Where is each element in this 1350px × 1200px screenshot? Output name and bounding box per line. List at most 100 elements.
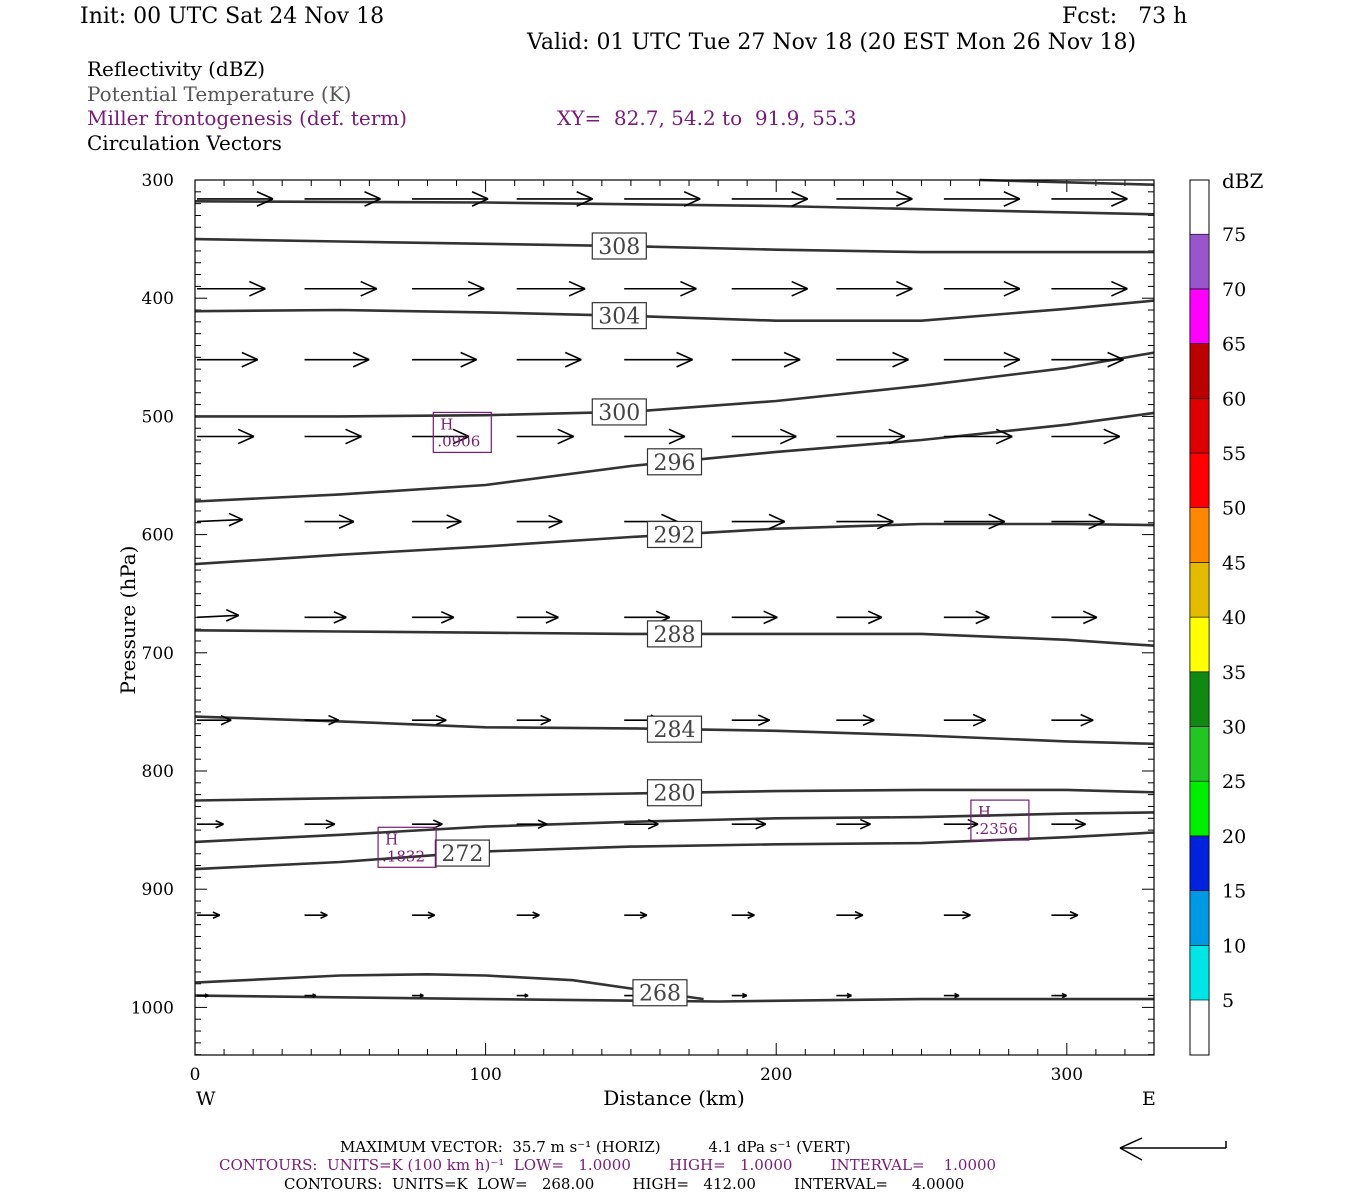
vector-arrowhead xyxy=(680,280,697,290)
vector-arrowhead xyxy=(364,190,381,200)
max-vector-text: MAXIMUM VECTOR: 35.7 m s⁻¹ (HORIZ) 4.1 d… xyxy=(340,1138,851,1156)
frontogenesis-max-label: H xyxy=(440,415,453,433)
contour-label-box xyxy=(632,979,688,1007)
vector-arrowhead xyxy=(680,288,697,297)
colorbar-swatch xyxy=(1189,343,1210,399)
colorbar-label: 20 xyxy=(1222,826,1246,848)
vector-arrowhead xyxy=(779,428,797,438)
vector-arrowhead xyxy=(683,198,701,207)
vector-arrowhead xyxy=(440,616,455,624)
vector-arrowhead xyxy=(1003,198,1021,207)
cross-section-endpoints: XY= 82.7, 54.2 to 91.9, 55.3 xyxy=(557,106,857,130)
contour-labels: 308 304 300 296 292 288 284 280 272 268 xyxy=(434,232,703,1007)
vector-arrowhead xyxy=(1103,435,1121,445)
contour-label-box xyxy=(646,715,703,743)
vector-arrowhead xyxy=(791,190,809,200)
vector-arrowhead xyxy=(352,351,370,361)
frontogenesis-max-value: .2356 xyxy=(975,820,1018,838)
frontogenesis-max-label: H xyxy=(978,803,991,821)
vector-arrowhead xyxy=(896,198,913,207)
vector-arrowhead xyxy=(215,819,224,825)
theta-contour-line xyxy=(194,715,1155,746)
contour-label: 300 xyxy=(598,401,640,426)
field-theta: Potential Temperature (K) xyxy=(87,82,352,106)
vector-arrowhead xyxy=(988,520,1005,530)
vector-arrowhead xyxy=(467,288,485,297)
contour-label-box xyxy=(646,779,703,807)
vector-arrowhead xyxy=(892,358,909,368)
contour-label: 292 xyxy=(654,523,696,548)
y-tick-label: 800 xyxy=(142,762,174,782)
vector-arrowhead xyxy=(791,288,809,297)
colorbar-swatch xyxy=(1189,288,1210,344)
vector-arrowhead xyxy=(867,616,883,625)
colorbar-label: 25 xyxy=(1222,771,1246,793)
colorbar-label: 40 xyxy=(1222,607,1246,629)
x-tick-label: 0 xyxy=(190,1065,201,1085)
vector-arrowhead xyxy=(768,520,786,530)
vector-arrowhead xyxy=(892,351,909,361)
vector-arrowhead xyxy=(325,819,336,825)
frontogenesis-max-box xyxy=(432,411,492,454)
contour-label-box xyxy=(434,839,490,867)
vector-arrowhead xyxy=(427,914,436,920)
vector-arrowhead xyxy=(225,608,240,617)
vector-arrowhead xyxy=(747,911,755,916)
theta-contour-line xyxy=(194,411,1155,503)
contours-frontogenesis-text: CONTOURS: UNITS=K (100 km h)⁻¹ LOW= 1.00… xyxy=(219,1156,997,1174)
vector-arrowhead xyxy=(988,513,1005,523)
vector-arrowhead xyxy=(249,288,266,297)
vector-arrowhead xyxy=(345,428,362,438)
vector-arrowhead xyxy=(312,994,317,998)
contour-label: 284 xyxy=(654,718,696,743)
contour-label-box xyxy=(646,448,703,476)
frontogenesis-max-box xyxy=(377,826,437,868)
vector-arrowhead xyxy=(888,435,906,445)
vector-arrowhead xyxy=(537,819,548,825)
colorbar-label: 5 xyxy=(1222,990,1234,1012)
theta-contour-line xyxy=(979,178,1155,186)
vector-arrowhead xyxy=(655,610,671,619)
vector-arrowhead xyxy=(1082,616,1098,625)
vector-arrowhead xyxy=(545,610,559,619)
vector-arrowhead xyxy=(742,994,748,999)
east-label: E xyxy=(1142,1088,1156,1110)
vector-arrowhead xyxy=(877,520,894,530)
theta-contours xyxy=(194,178,1155,1003)
vector-arrowhead xyxy=(364,198,381,207)
vector-arrowhead xyxy=(668,435,686,445)
vector-arrowhead xyxy=(215,823,224,829)
vector-arrowhead xyxy=(791,198,809,207)
vector-arrowhead xyxy=(228,512,243,521)
contour-label: 288 xyxy=(654,623,696,648)
vector-arrowhead xyxy=(862,714,875,721)
colorbar-swatch xyxy=(1189,507,1210,563)
vector-arrowhead xyxy=(220,719,232,726)
vector-arrowhead xyxy=(859,818,871,825)
vector-arrowhead xyxy=(220,714,232,721)
circulation-vector xyxy=(196,614,239,619)
vector-arrowhead xyxy=(639,914,648,920)
vector-arrowhead xyxy=(1082,610,1098,619)
colorbar-label: 30 xyxy=(1222,717,1246,739)
vector-arrowhead xyxy=(1003,280,1021,290)
y-tick-label: 400 xyxy=(142,289,174,309)
colorbar-title: dBZ xyxy=(1222,169,1264,193)
vector-arrowhead xyxy=(967,818,979,825)
vector-arrowhead xyxy=(325,823,336,830)
vector-arrowhead xyxy=(467,280,485,290)
vector-arrowhead xyxy=(975,616,990,625)
vector-arrowhead xyxy=(896,280,913,290)
vector-arrowhead xyxy=(1111,288,1128,297)
contour-label-box xyxy=(646,520,703,549)
theta-contour-line xyxy=(194,299,1155,322)
y-tick-label: 500 xyxy=(142,407,174,427)
vector-arrowhead xyxy=(783,358,801,368)
colorbar-swatch xyxy=(1189,890,1210,946)
colorbar-label: 75 xyxy=(1222,224,1246,246)
vector-arrowhead xyxy=(576,198,593,207)
colorbar: 5 10 15 20 25 30 35 40 45 50 55 60 65 70 75 xyxy=(1189,179,1246,1056)
vector-arrowhead xyxy=(237,428,255,438)
vector-arrowhead xyxy=(1069,910,1079,916)
